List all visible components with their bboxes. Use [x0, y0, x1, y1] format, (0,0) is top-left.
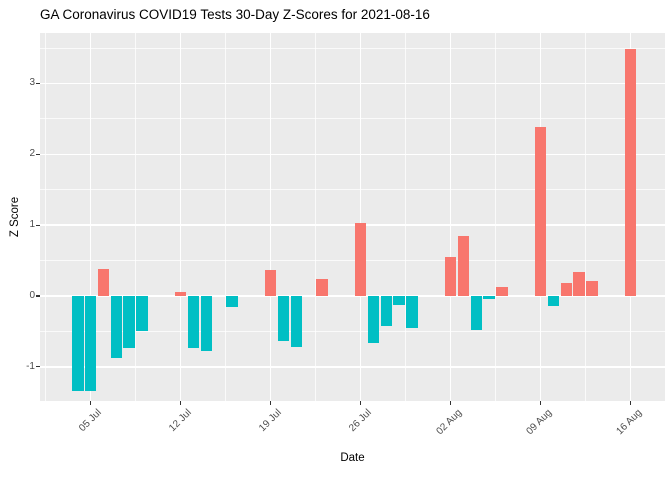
y-tick-mark: [36, 82, 40, 85]
x-tick-mark: [180, 401, 182, 405]
bar-positive: [496, 286, 508, 296]
bar-negative: [84, 296, 97, 391]
x-tick-mark: [90, 401, 92, 405]
bar-negative: [226, 296, 238, 307]
gridline-v-minor: [495, 33, 497, 401]
bar-positive: [264, 269, 277, 296]
gridline-h-minor: [40, 260, 665, 262]
y-tick-label: -1: [26, 360, 35, 372]
x-tick-label: 12 Jul: [167, 407, 194, 434]
gridline-h-major: [40, 82, 665, 85]
bar-negative: [72, 296, 84, 391]
bar-negative: [200, 296, 213, 351]
gridline-h-major: [40, 153, 665, 156]
gridline-h-major: [40, 224, 665, 226]
bar-negative: [380, 296, 393, 326]
chart-title: GA Coronavirus COVID19 Tests 30-Day Z-Sc…: [40, 7, 430, 22]
bar-positive: [586, 281, 598, 296]
gridline-v-minor: [225, 33, 227, 401]
gridline-v-major: [179, 33, 182, 401]
x-tick-mark: [540, 401, 542, 405]
x-tick-mark: [450, 401, 452, 405]
gridline-v-major: [89, 33, 92, 401]
bar-negative: [123, 296, 136, 349]
gridline-h-major: [40, 295, 665, 297]
bar-positive: [444, 257, 457, 296]
x-tick-mark: [630, 401, 632, 405]
bar-positive: [534, 126, 547, 296]
gridline-v-minor: [315, 33, 317, 401]
x-tick-label: 16 Aug: [613, 407, 644, 438]
x-tick-label: 19 Jul: [257, 407, 284, 434]
bar-positive: [174, 292, 187, 296]
x-tick-mark: [270, 401, 272, 405]
y-tick-label: 2: [29, 148, 35, 160]
x-axis-title: Date: [340, 452, 365, 464]
bar-positive: [316, 278, 328, 296]
bar-positive: [573, 271, 586, 296]
gridline-v-minor: [135, 33, 137, 401]
y-tick-label: 1: [29, 219, 35, 231]
bar-negative: [136, 296, 148, 331]
bar-negative: [406, 296, 418, 328]
gridline-h-minor: [40, 118, 665, 120]
bar-negative: [470, 296, 483, 330]
bar-positive: [354, 223, 367, 296]
gridline-v-minor: [585, 33, 587, 401]
x-tick-label: 05 Jul: [77, 407, 104, 434]
bar-negative: [110, 296, 123, 358]
gridline-v-major: [359, 33, 362, 401]
x-tick-label: 26 Jul: [347, 407, 374, 434]
gridline-v-minor: [405, 33, 407, 401]
gridline-v-major: [449, 33, 452, 401]
bar-negative: [367, 296, 380, 344]
y-tick-label: 0: [29, 290, 35, 301]
bar-negative: [547, 296, 560, 306]
bar-negative: [290, 296, 303, 347]
gridline-h-minor: [40, 189, 665, 191]
y-tick-label: 3: [29, 77, 35, 89]
y-tick-mark: [36, 224, 40, 226]
gridline-h-minor: [40, 331, 665, 332]
bar-negative: [277, 296, 290, 342]
gridline-v-minor: [45, 33, 47, 401]
bar-negative: [393, 296, 406, 305]
bar-positive: [624, 48, 637, 296]
y-tick-mark: [36, 153, 40, 155]
bar-negative: [187, 296, 200, 348]
x-tick-mark: [360, 401, 362, 405]
bar-positive: [560, 282, 573, 296]
gridline-h-minor: [40, 47, 665, 49]
plot-panel: [40, 33, 665, 401]
y-tick-mark: [36, 366, 40, 368]
bar-positive: [97, 269, 110, 296]
bar-negative: [483, 296, 496, 299]
x-tick-label: 02 Aug: [433, 407, 464, 438]
y-tick-mark: [36, 295, 40, 297]
gridline-h-major: [40, 366, 665, 368]
y-axis-title: Z Score: [9, 196, 21, 238]
x-tick-label: 09 Aug: [523, 407, 554, 438]
bar-positive: [457, 235, 470, 296]
gridline-v-major: [269, 33, 272, 401]
